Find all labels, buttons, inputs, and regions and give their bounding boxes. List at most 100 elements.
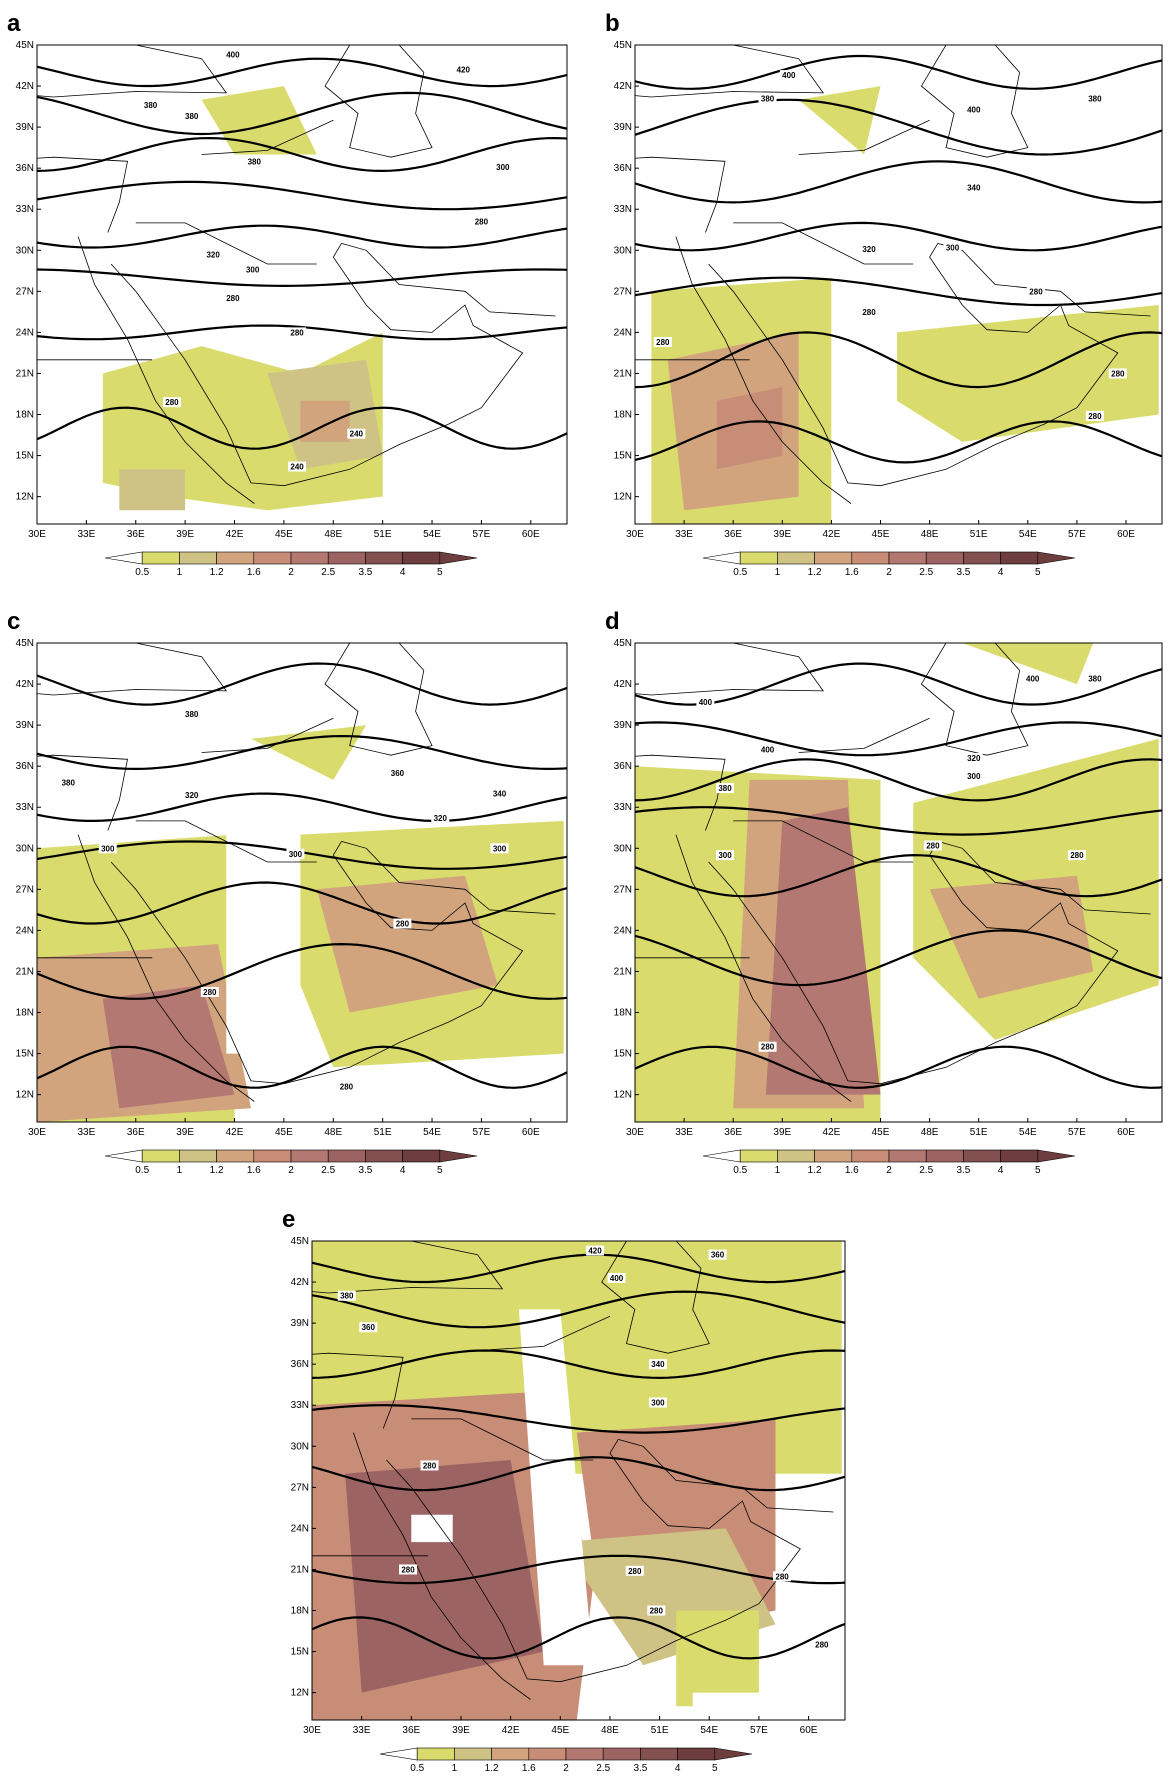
colorbar-label: 1: [775, 1165, 781, 1176]
lat-tick-label: 24N: [614, 925, 632, 936]
lat-tick-label: 33N: [16, 204, 34, 215]
contour-line: [37, 662, 567, 706]
shaded-area: [201, 86, 317, 155]
map-frame: [634, 44, 1163, 525]
lat-tick-label: 33N: [291, 1400, 309, 1411]
colorbar-segment: [925, 551, 964, 565]
contour-label: 280: [775, 1572, 789, 1581]
contour-line: [312, 1456, 845, 1492]
colorbar-segment: [416, 1747, 455, 1761]
lon-tick-label: 51E: [374, 1127, 392, 1138]
shaded-area: [251, 725, 367, 780]
colorbar-end: [714, 1747, 753, 1761]
colorbar-label: 1.2: [808, 567, 822, 578]
map-content: 420 400 360 380 360 340 300 280 280 280 280 280 280: [312, 1241, 845, 1720]
colorbar-label: 5: [712, 1763, 718, 1774]
contour-label-bg: [812, 1639, 831, 1650]
contour-label: 280: [628, 1567, 642, 1576]
contour-label: 320: [185, 791, 199, 800]
contour-label-bg: [337, 1081, 356, 1092]
panel-label: c: [7, 608, 20, 635]
contour-label: 280: [656, 338, 670, 347]
lon-tick-label: 30E: [303, 1725, 321, 1736]
contour-label: 280: [475, 218, 489, 227]
map-content: 400 380 400 380 340 300 320 280 280 280 280 280: [635, 45, 1162, 524]
colorbar-label: 2: [886, 1165, 892, 1176]
coastline: [635, 643, 824, 696]
coastline: [798, 717, 930, 753]
contour-label: 280: [340, 1082, 354, 1091]
contour-line: [37, 734, 567, 771]
shaded-area: [345, 1460, 544, 1693]
coastline: [708, 841, 1119, 1085]
contour-line: [635, 758, 1162, 802]
contour-label-bg: [1085, 93, 1104, 104]
colorbar-label: 1: [775, 567, 781, 578]
lat-tick-label: 21N: [614, 368, 632, 379]
map-content: 400 380 400 400 320 300 380 300 280 280 280: [635, 643, 1162, 1122]
shaded-area: [798, 86, 881, 155]
lat-tick-label: 45N: [291, 1236, 309, 1247]
map-panel: 400 380 400 400 320 300 380 300 280 280 280 d 45N 42N…: [605, 608, 1163, 1176]
lon-tick-label: 30E: [626, 1127, 644, 1138]
contour-label: 400: [226, 51, 240, 60]
lat-tick-label: 21N: [16, 966, 34, 977]
contour-label-bg: [454, 64, 473, 75]
lat-tick-label: 12N: [614, 1090, 632, 1101]
contour-label-bg: [223, 49, 242, 60]
contour-line: [635, 1045, 1162, 1089]
contour-label: 320: [206, 250, 220, 259]
contour-label-bg: [182, 709, 201, 720]
shaded-area: [716, 387, 783, 470]
panel-label: d: [605, 608, 620, 635]
lon-tick-label: 42E: [226, 529, 244, 540]
lat-tick-label: 36N: [16, 163, 34, 174]
lon-tick-label: 51E: [374, 529, 392, 540]
contour-label: 280: [1029, 287, 1043, 296]
coastline: [201, 717, 334, 753]
contour-label-bg: [337, 1290, 356, 1301]
lat-tick-label: 33N: [16, 802, 34, 813]
lat-tick-label: 45N: [614, 40, 632, 51]
lat-tick-label: 15N: [291, 1647, 309, 1658]
lon-tick-label: 60E: [1117, 529, 1135, 540]
colorbar-label: 2: [288, 1165, 294, 1176]
lat-tick-label: 27N: [16, 884, 34, 895]
lat-tick-label: 42N: [291, 1277, 309, 1288]
contour-label-bg: [653, 336, 672, 347]
colorbar-segment: [777, 551, 815, 565]
lon-tick-label: 60E: [522, 529, 540, 540]
contour-label: 400: [967, 105, 981, 114]
contour-label-bg: [472, 216, 491, 227]
contour-label: 300: [718, 851, 732, 860]
colorbar-end: [379, 1747, 418, 1761]
lon-tick-label: 57E: [473, 1127, 491, 1138]
colorbar-label: 3.5: [956, 567, 970, 578]
lat-tick-label: 30N: [614, 843, 632, 854]
colorbar-label: 1.2: [808, 1165, 822, 1176]
contour-line: [37, 1045, 567, 1089]
colorbar-label: 4: [675, 1763, 681, 1774]
contour-label-bg: [490, 843, 509, 854]
lon-tick-label: 48E: [324, 1127, 342, 1138]
contour-line: [312, 1616, 845, 1660]
contour-line: [37, 57, 567, 88]
contour-line: [37, 136, 567, 173]
contour-label: 300: [289, 850, 303, 859]
lon-tick-label: 30E: [28, 1127, 46, 1138]
contour-label-bg: [245, 156, 264, 167]
colorbar-segment: [253, 551, 292, 565]
colorbar-label: 1.6: [247, 567, 261, 578]
coastline: [37, 643, 228, 696]
missing-area: [880, 779, 914, 1095]
contour-label-bg: [779, 70, 798, 81]
colorbar-label: 1.6: [247, 1165, 261, 1176]
colorbar-segment: [888, 551, 927, 565]
lat-tick-label: 12N: [614, 492, 632, 503]
contour-line: [37, 942, 567, 1000]
contour-line: [312, 1554, 845, 1585]
colorbar-end: [1037, 1149, 1076, 1163]
lat-tick-label: 42N: [614, 679, 632, 690]
colorbar-label: 0.5: [410, 1763, 424, 1774]
coastline: [77, 236, 255, 504]
